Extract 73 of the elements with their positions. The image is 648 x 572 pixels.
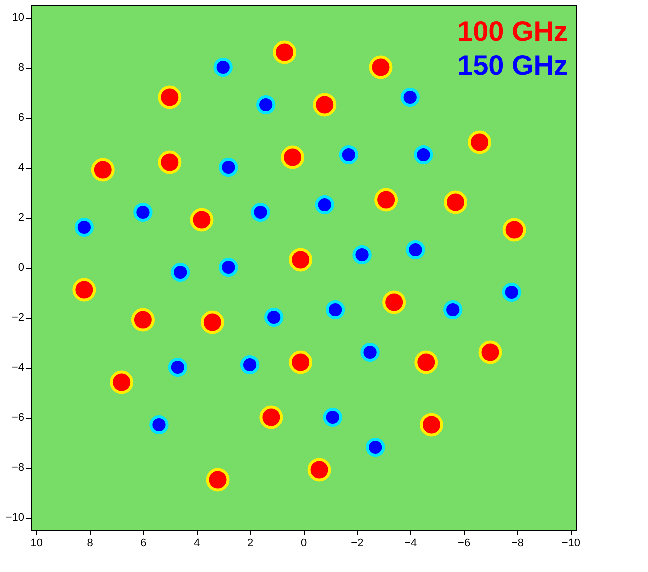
point — [444, 190, 468, 214]
point — [326, 300, 346, 320]
point — [352, 245, 372, 265]
point — [110, 370, 134, 394]
point — [171, 262, 190, 282]
point — [374, 188, 398, 212]
point — [400, 88, 420, 108]
x-tick-label: 6 — [140, 538, 147, 550]
y-tick-label: 10 — [12, 12, 24, 24]
point — [323, 408, 342, 428]
point — [420, 413, 444, 437]
point — [158, 86, 182, 110]
x-tick-label: −6 — [458, 538, 471, 550]
point — [240, 355, 260, 375]
point — [414, 350, 438, 374]
x-tick-label: 2 — [248, 538, 254, 550]
point — [502, 282, 522, 302]
x-tick-label: 10 — [30, 538, 43, 550]
point — [308, 458, 332, 482]
point — [206, 468, 230, 492]
y-tick-label: −2 — [12, 312, 24, 324]
point — [478, 340, 502, 364]
y-tick-label: −8 — [12, 462, 24, 474]
x-tick-label: −10 — [562, 538, 580, 550]
point — [339, 145, 358, 165]
y-tick-label: 4 — [18, 162, 24, 174]
point — [150, 415, 169, 435]
point — [315, 195, 334, 215]
point — [131, 308, 155, 332]
point — [273, 40, 297, 64]
point — [158, 150, 182, 174]
text: 100 GHz — [458, 16, 568, 47]
point — [256, 95, 276, 115]
point — [91, 158, 115, 182]
point — [406, 240, 426, 260]
point — [382, 290, 406, 314]
y-tick-label: −4 — [12, 362, 24, 374]
x-tick-label: −4 — [404, 538, 418, 550]
point — [366, 438, 386, 458]
point — [313, 93, 337, 117]
point — [219, 158, 238, 178]
point — [168, 358, 188, 378]
point — [134, 202, 153, 222]
point — [414, 145, 434, 165]
y-tick-label: −10 — [6, 512, 24, 524]
point — [502, 218, 526, 242]
series-label: 150 GHz — [458, 50, 568, 81]
x-tick-label: −8 — [511, 538, 524, 550]
point — [219, 258, 238, 278]
y-tick-label: 0 — [18, 262, 24, 274]
y-tick-label: 6 — [18, 112, 24, 124]
point — [214, 58, 233, 78]
point — [200, 310, 224, 334]
point — [260, 406, 284, 430]
x-tick-label: 4 — [194, 538, 200, 550]
point — [72, 278, 96, 302]
point — [369, 56, 393, 80]
point — [289, 350, 313, 374]
point — [190, 208, 214, 232]
point — [444, 300, 463, 320]
point — [251, 202, 270, 222]
point — [289, 248, 313, 272]
y-tick-label: 8 — [18, 62, 24, 74]
point — [468, 130, 492, 154]
x-tick-label: 0 — [300, 538, 308, 550]
point — [74, 218, 94, 238]
point — [281, 146, 305, 170]
x-tick-label: 8 — [87, 538, 94, 550]
point — [360, 342, 380, 362]
y-tick-label: −6 — [12, 412, 24, 424]
y-tick-label: 2 — [18, 212, 24, 224]
point — [264, 308, 284, 328]
x-tick-label: −2 — [351, 538, 364, 550]
